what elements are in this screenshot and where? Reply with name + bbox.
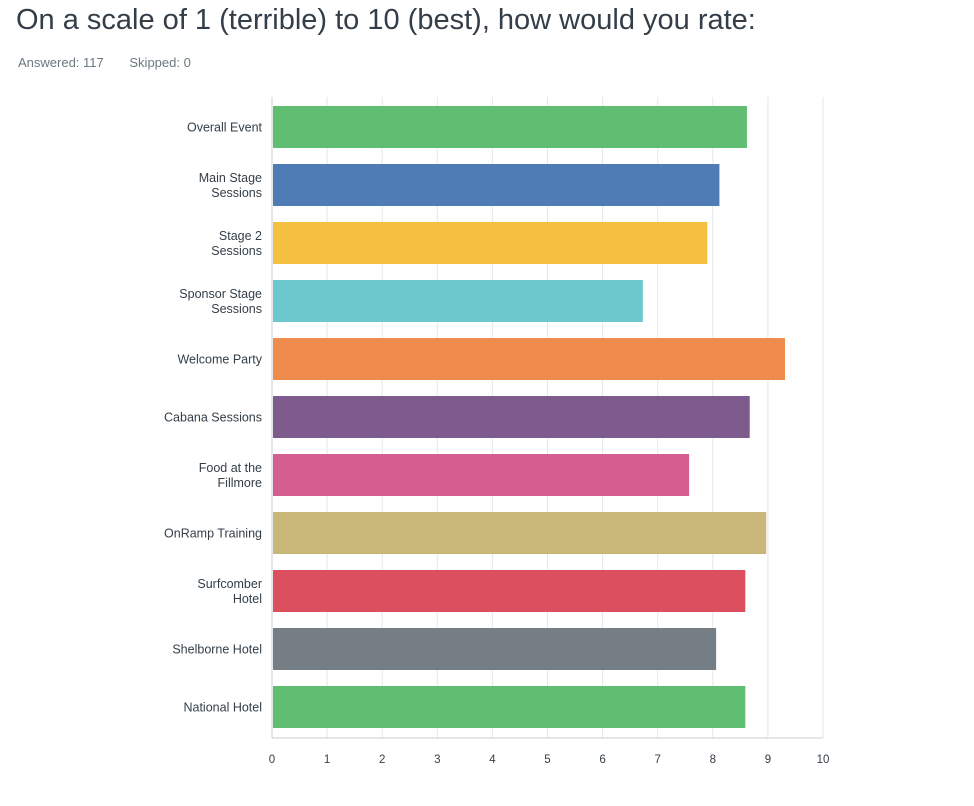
bar [273,570,746,612]
skipped-count: Skipped: 0 [129,55,191,70]
x-tick-label: 10 [817,754,830,766]
x-tick-label: 5 [544,754,550,766]
x-tick-label: 2 [379,754,385,766]
bar [273,512,767,554]
category-label: Cabana Sessions [164,411,262,425]
category-label: National Hotel [183,701,262,715]
x-tick-label: 4 [489,754,496,766]
bar [273,106,747,148]
x-tick-label: 7 [654,754,660,766]
bar [273,396,750,438]
category-label: Main Stage Sessions [199,171,262,200]
x-tick-label: 3 [434,754,440,766]
bar [273,454,690,496]
category-label: Sponsor Stage Sessions [179,287,262,316]
category-label: OnRamp Training [164,527,262,541]
response-stats: Answered: 117 Skipped: 0 [18,55,213,70]
bar [273,280,643,322]
bar [273,628,717,670]
category-label: Stage 2 Sessions [211,229,262,258]
x-tick-label: 8 [710,754,716,766]
question-title: On a scale of 1 (terrible) to 10 (best),… [16,4,756,36]
answered-count: Answered: 117 [18,55,104,70]
x-tick-label: 0 [269,754,275,766]
category-label: Welcome Party [177,353,262,367]
x-tick-label: 9 [765,754,771,766]
x-tick-label: 1 [324,754,330,766]
bar [273,222,708,264]
category-label: Surfcomber Hotel [197,577,262,606]
category-label: Shelborne Hotel [172,643,262,657]
category-label: Food at the Fillmore [199,461,262,490]
bar [273,686,746,728]
category-label: Overall Event [187,121,263,135]
x-tick-label: 6 [599,754,605,766]
bar [273,164,720,206]
bar [273,338,785,380]
